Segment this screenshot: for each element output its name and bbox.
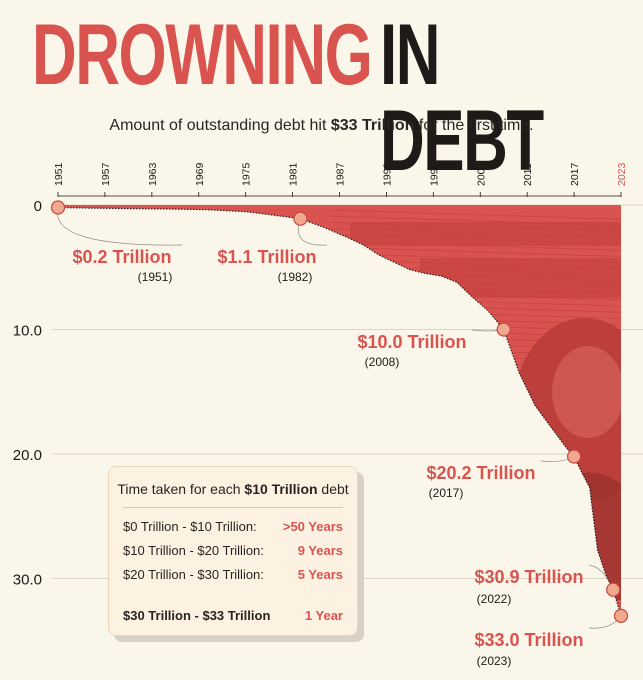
title-block: DROWNING IN DEBT <box>0 4 643 184</box>
x-tick-label: 1963 <box>147 162 159 186</box>
x-tick-label: 1957 <box>100 162 112 186</box>
info-row-value: >50 Years <box>282 519 343 534</box>
banknote-engraving-line <box>329 606 621 616</box>
x-tick-label: 2017 <box>569 162 581 186</box>
annotation-value: $1.1 Trillion <box>217 247 316 267</box>
x-tick-label: 2005 <box>475 162 487 186</box>
annotation-value: $30.9 Trillion <box>474 567 583 587</box>
title-drowning: DROWNING <box>32 7 373 103</box>
data-point <box>606 582 621 597</box>
subtitle-post: for the first time. <box>414 117 534 134</box>
data-point <box>293 211 308 226</box>
banknote-engraving-line <box>329 612 621 616</box>
portrait-face <box>552 346 621 438</box>
data-point <box>566 449 582 464</box>
x-tick-label: 1969 <box>194 162 206 186</box>
info-title-pre: Time taken for each <box>117 481 245 497</box>
annotation-year: (2017) <box>429 486 464 500</box>
annotation-year: (1982) <box>278 270 313 284</box>
banknote-engraving-line <box>329 550 621 562</box>
info-title-bold: $10 Trillion <box>244 481 318 497</box>
annotation-year: (2023) <box>477 654 512 668</box>
subtitle: Amount of outstanding debt hit $33 Trill… <box>0 117 643 135</box>
info-row: $0 Trillion - $10 Trillion: >50 Years <box>123 519 343 534</box>
info-divider <box>123 507 343 508</box>
annotations: $0.2 Trillion (1951) $1.1 Trillion (1982) $1… <box>50 200 629 668</box>
y-tick-label: 30.0 <box>13 572 42 589</box>
y-tick-label: 20.0 <box>13 447 42 464</box>
banknote-engraving-line <box>329 544 621 556</box>
subtitle-pre: Amount of outstanding debt hit <box>109 117 331 134</box>
annotation-value: $33.0 Trillion <box>474 630 583 650</box>
annotation-value: $0.2 Trillion <box>72 247 171 267</box>
y-tick-label: 10.0 <box>13 323 42 340</box>
data-point <box>613 608 629 623</box>
x-axis: 1951 1957 1963 1969 1975 1981 1987 1993 1999 2005… <box>53 162 628 197</box>
banknote-engraving-line <box>329 556 621 568</box>
x-tick-label: 1987 <box>335 162 347 186</box>
info-title-post: debt <box>317 481 349 497</box>
banknote-engraving-line <box>329 538 621 549</box>
info-row-label: $10 Trillion - $20 Trillion: <box>123 543 264 558</box>
info-row-label: $0 Trillion - $10 Trillion: <box>123 519 257 534</box>
annotation-leader <box>56 207 183 246</box>
x-tick-label: 1975 <box>241 162 253 186</box>
info-row-value: 5 Years <box>297 567 343 582</box>
title-in-debt: IN DEBT <box>380 7 544 189</box>
info-row-value: 9 Years <box>297 543 343 558</box>
info-row-total: $30 Trillion - $33 Trillion 1 Year <box>123 608 343 623</box>
annotation-year: (2022) <box>477 592 512 606</box>
y-axis: 0 10.0 20.0 30.0 <box>13 198 42 589</box>
area-fill <box>58 205 621 616</box>
x-tick-label: 2023 <box>616 162 628 186</box>
x-tick-label: 1981 <box>288 162 300 186</box>
info-row-label: $20 Trillion - $30 Trillion: <box>123 567 264 582</box>
info-title: Time taken for each $10 Trillion debt <box>109 481 357 497</box>
banknote-engraving-line <box>329 246 621 258</box>
annotation-year: (2008) <box>365 355 400 369</box>
banknote-band <box>420 258 621 298</box>
banknote-band <box>350 222 621 246</box>
annotation-value: $20.2 Trillion <box>426 463 535 483</box>
info-box: Time taken for each $10 Trillion debt $0… <box>108 466 358 636</box>
info-row-label: $30 Trillion - $33 Trillion <box>123 608 271 623</box>
subtitle-bold: $33 Trillion <box>330 117 415 134</box>
info-row: $20 Trillion - $30 Trillion: 5 Years <box>123 567 343 582</box>
data-point <box>496 322 511 337</box>
y-tick-label: 0 <box>34 198 42 215</box>
annotation-year: (1951) <box>138 270 173 284</box>
info-row-value: 1 Year <box>304 608 343 623</box>
x-tick-label: 2011 <box>522 163 534 186</box>
info-row: $10 Trillion - $20 Trillion: 9 Years <box>123 543 343 558</box>
banknote-engraving-line <box>330 619 643 629</box>
x-tick-label: 1993 <box>381 162 393 186</box>
banknote-engraving-line <box>329 209 621 221</box>
annotation-value: $10.0 Trillion <box>357 332 466 352</box>
x-tick-label: 1951 <box>53 162 65 186</box>
data-point <box>50 200 66 215</box>
x-tick-label: 1999 <box>428 162 440 186</box>
